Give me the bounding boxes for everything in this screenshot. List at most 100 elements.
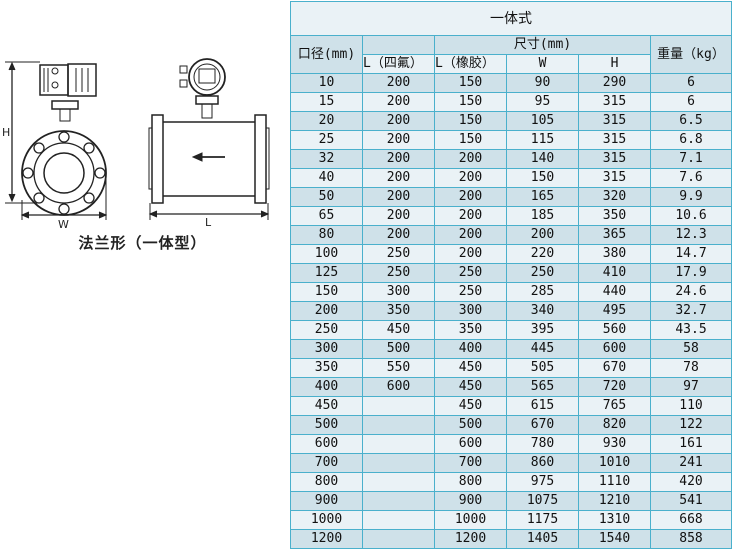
cell-l-rubber: 250 bbox=[434, 263, 507, 283]
cell-l-rubber: 150 bbox=[434, 111, 507, 131]
cell-h: 495 bbox=[578, 301, 651, 321]
cell-w: 250 bbox=[506, 263, 579, 283]
table-row: 20 200 150 105 315 6.5 bbox=[290, 111, 732, 131]
cell-l-rubber: 400 bbox=[434, 339, 507, 359]
width-label: W bbox=[58, 218, 69, 231]
cell-bore: 900 bbox=[290, 491, 363, 511]
header-l-rubber: L（橡胶） bbox=[434, 54, 507, 74]
cell-bore: 10 bbox=[290, 73, 363, 93]
cell-h: 720 bbox=[578, 377, 651, 397]
cell-l-ptfe: 600 bbox=[362, 377, 435, 397]
length-label: L bbox=[205, 216, 212, 229]
cell-h: 600 bbox=[578, 339, 651, 359]
table-row: 700 700 860 1010 241 bbox=[290, 453, 732, 473]
cell-h: 670 bbox=[578, 358, 651, 378]
cell-l-ptfe bbox=[362, 434, 435, 454]
cell-w: 445 bbox=[506, 339, 579, 359]
cell-w: 505 bbox=[506, 358, 579, 378]
cell-l-rubber: 200 bbox=[434, 244, 507, 264]
height-label: H bbox=[2, 126, 10, 139]
header-bore: 口径(mm) bbox=[290, 35, 363, 74]
header-h: H bbox=[578, 54, 651, 74]
cell-weight: 32.7 bbox=[650, 301, 732, 321]
side-view bbox=[148, 58, 270, 220]
cell-l-ptfe bbox=[362, 415, 435, 435]
cell-w: 565 bbox=[506, 377, 579, 397]
cell-bore: 100 bbox=[290, 244, 363, 264]
table-row: 10 200 150 90 290 6 bbox=[290, 73, 732, 93]
cell-h: 410 bbox=[578, 263, 651, 283]
cell-w: 140 bbox=[506, 149, 579, 169]
cell-w: 115 bbox=[506, 130, 579, 150]
header-w: W bbox=[506, 54, 579, 74]
cell-h: 930 bbox=[578, 434, 651, 454]
cell-weight: 12.3 bbox=[650, 225, 732, 245]
cell-weight: 122 bbox=[650, 415, 732, 435]
cell-bore: 250 bbox=[290, 320, 363, 340]
table-row: 40 200 200 150 315 7.6 bbox=[290, 168, 732, 188]
cell-l-ptfe: 200 bbox=[362, 225, 435, 245]
table-row: 125 250 250 250 410 17.9 bbox=[290, 263, 732, 283]
cell-w: 150 bbox=[506, 168, 579, 188]
cell-weight: 161 bbox=[650, 434, 732, 454]
table-row: 900 900 1075 1210 541 bbox=[290, 491, 732, 511]
cell-w: 220 bbox=[506, 244, 579, 264]
table-row: 300 500 400 445 600 58 bbox=[290, 339, 732, 359]
cell-h: 380 bbox=[578, 244, 651, 264]
cell-h: 320 bbox=[578, 187, 651, 207]
header-weight: 重量（kg） bbox=[650, 35, 732, 74]
table-row: 50 200 200 165 320 9.9 bbox=[290, 187, 732, 207]
cell-w: 285 bbox=[506, 282, 579, 302]
cell-w: 780 bbox=[506, 434, 579, 454]
cell-w: 395 bbox=[506, 320, 579, 340]
cell-l-ptfe: 550 bbox=[362, 358, 435, 378]
cell-h: 1210 bbox=[578, 491, 651, 511]
cell-weight: 6 bbox=[650, 73, 732, 93]
cell-l-rubber: 150 bbox=[434, 73, 507, 93]
header-l-ptfe: L（四氟） bbox=[362, 54, 435, 74]
table-row: 500 500 670 820 122 bbox=[290, 415, 732, 435]
cell-w: 1175 bbox=[506, 510, 579, 530]
cell-weight: 668 bbox=[650, 510, 732, 530]
dimension-table: 一体式 口径(mm) 尺寸(mm) 重量（kg） L（四氟） L（橡胶） W H… bbox=[290, 1, 732, 549]
cell-h: 350 bbox=[578, 206, 651, 226]
cell-weight: 858 bbox=[650, 529, 732, 549]
cell-l-ptfe: 200 bbox=[362, 130, 435, 150]
cell-l-ptfe bbox=[362, 491, 435, 511]
cell-weight: 10.6 bbox=[650, 206, 732, 226]
cell-l-rubber: 200 bbox=[434, 168, 507, 188]
cell-w: 165 bbox=[506, 187, 579, 207]
cell-bore: 400 bbox=[290, 377, 363, 397]
cell-bore: 50 bbox=[290, 187, 363, 207]
table-row: 250 450 350 395 560 43.5 bbox=[290, 320, 732, 340]
cell-l-ptfe: 200 bbox=[362, 149, 435, 169]
cell-weight: 6 bbox=[650, 92, 732, 112]
cell-w: 1405 bbox=[506, 529, 579, 549]
cell-w: 1075 bbox=[506, 491, 579, 511]
cell-l-ptfe bbox=[362, 472, 435, 492]
cell-weight: 97 bbox=[650, 377, 732, 397]
cell-bore: 200 bbox=[290, 301, 363, 321]
cell-h: 1540 bbox=[578, 529, 651, 549]
cell-weight: 7.6 bbox=[650, 168, 732, 188]
cell-weight: 9.9 bbox=[650, 187, 732, 207]
table-row: 400 600 450 565 720 97 bbox=[290, 377, 732, 397]
diagram-caption: 法兰形（一体型） bbox=[78, 234, 207, 252]
cell-l-rubber: 450 bbox=[434, 396, 507, 416]
cell-l-rubber: 200 bbox=[434, 187, 507, 207]
cell-bore: 20 bbox=[290, 111, 363, 131]
cell-w: 105 bbox=[506, 111, 579, 131]
cell-l-ptfe: 250 bbox=[362, 244, 435, 264]
cell-h: 560 bbox=[578, 320, 651, 340]
cell-w: 615 bbox=[506, 396, 579, 416]
cell-bore: 700 bbox=[290, 453, 363, 473]
cell-weight: 110 bbox=[650, 396, 732, 416]
cell-l-rubber: 800 bbox=[434, 472, 507, 492]
cell-l-rubber: 150 bbox=[434, 92, 507, 112]
cell-weight: 14.7 bbox=[650, 244, 732, 264]
cell-l-ptfe bbox=[362, 529, 435, 549]
cell-l-ptfe: 200 bbox=[362, 206, 435, 226]
cell-w: 975 bbox=[506, 472, 579, 492]
cell-w: 95 bbox=[506, 92, 579, 112]
cell-l-rubber: 500 bbox=[434, 415, 507, 435]
